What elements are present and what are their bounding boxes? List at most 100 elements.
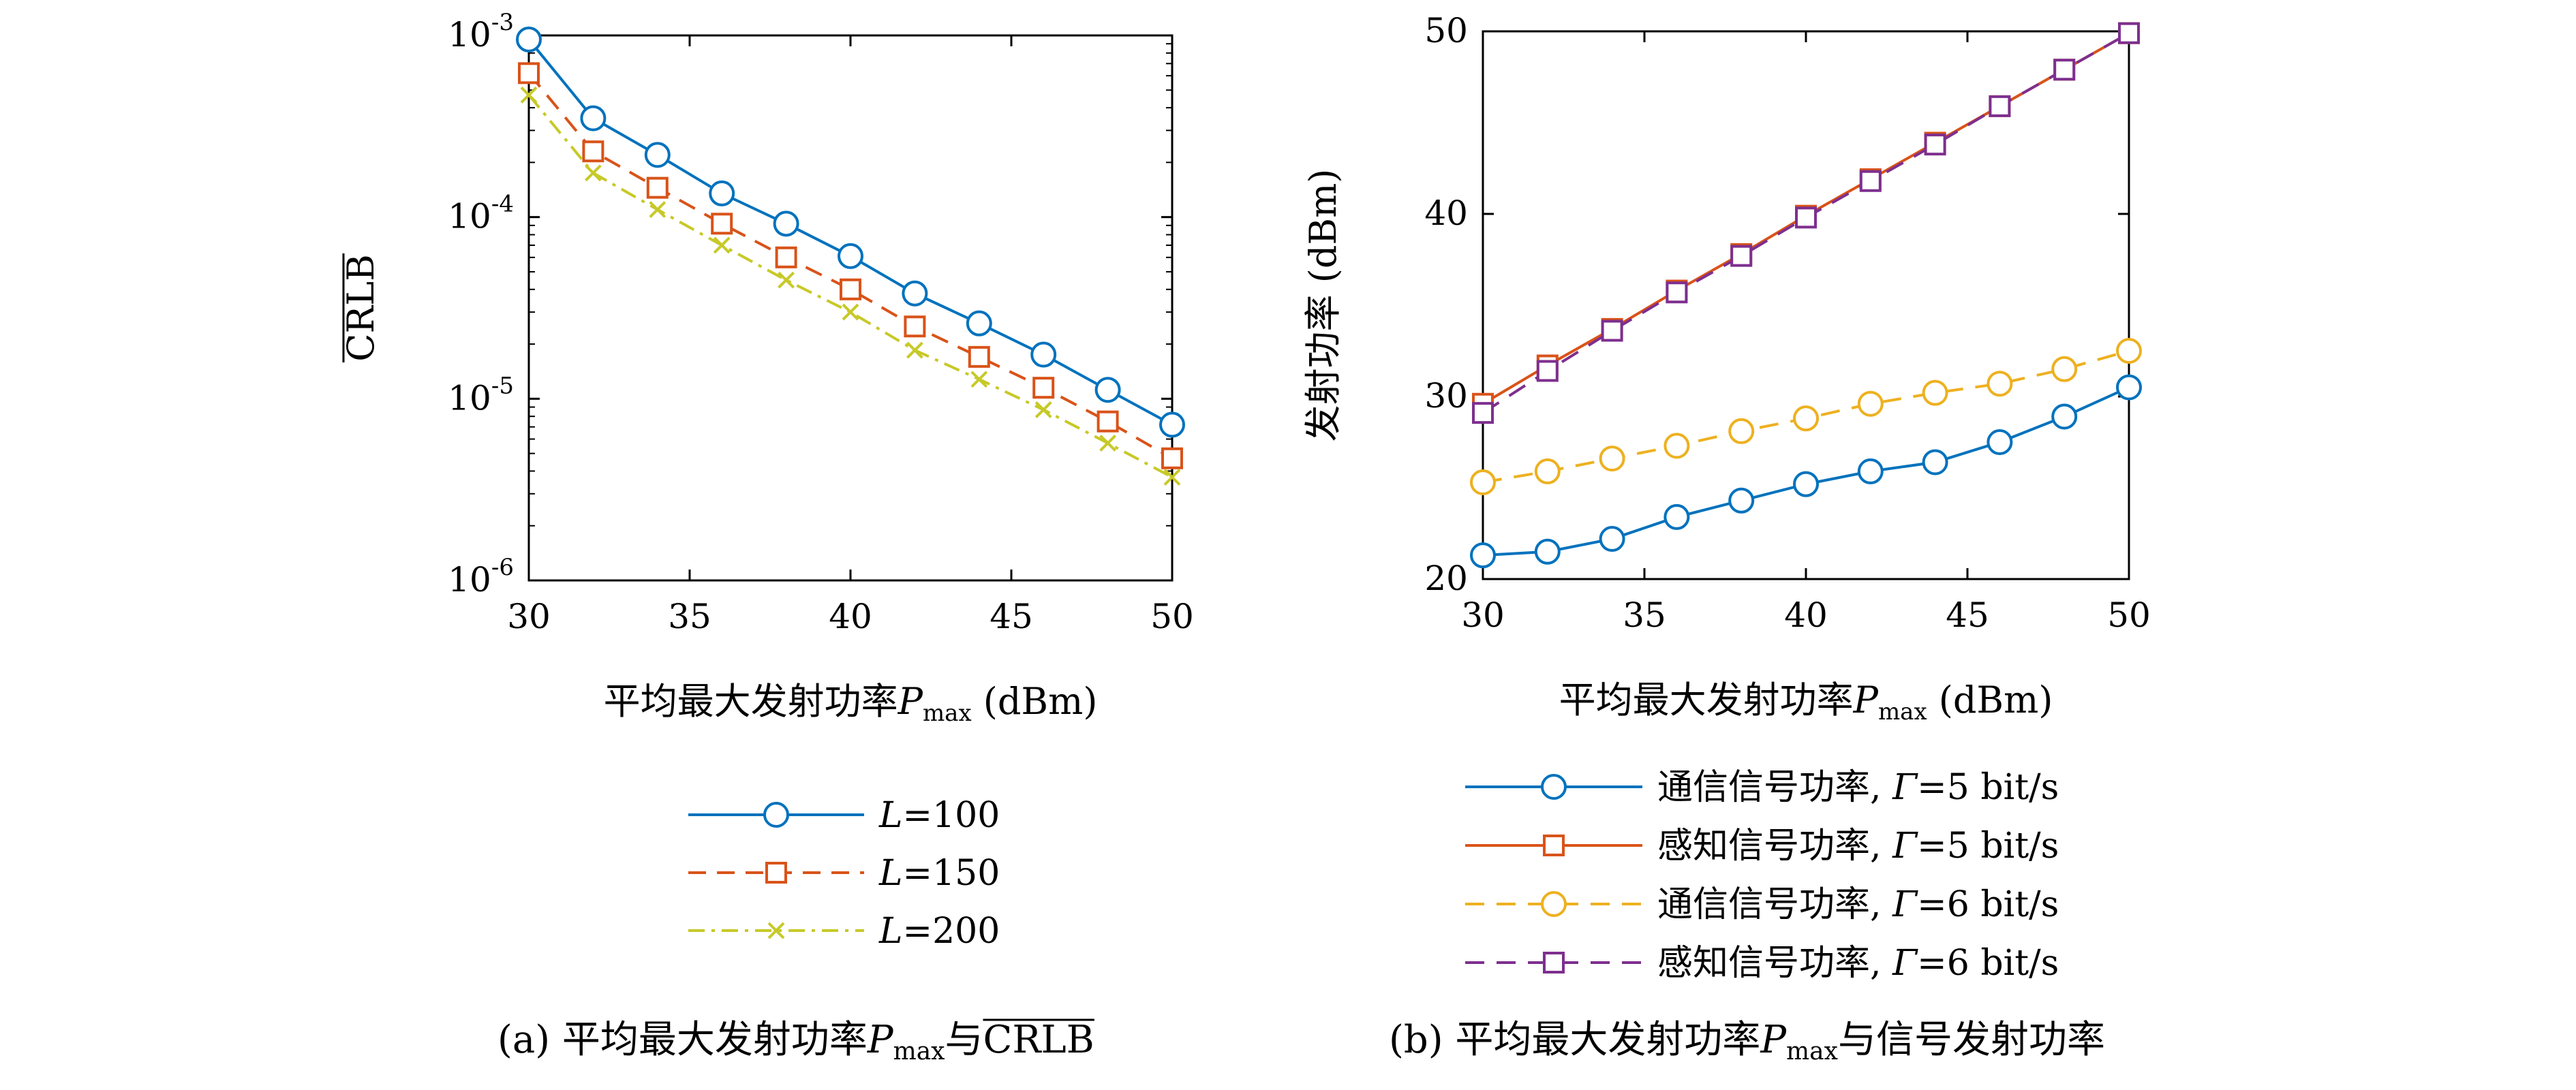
data-point — [1030, 341, 1057, 368]
data-point — [773, 211, 799, 237]
data-point — [842, 303, 859, 321]
legend-rest: =150 — [903, 853, 1000, 894]
x-tick-label: 50 — [2107, 595, 2151, 635]
series-2 — [1470, 338, 2142, 495]
data-point — [1857, 458, 1884, 484]
data-point — [1099, 435, 1117, 452]
caption-sub: max — [1786, 1038, 1838, 1065]
data-point — [1859, 170, 1882, 192]
tick-base: 10 — [448, 560, 491, 600]
data-point — [1793, 405, 1819, 432]
x-tick-label: 40 — [1784, 595, 1828, 635]
legend-rest: =100 — [903, 795, 1000, 836]
data-point — [1159, 411, 1185, 438]
legend-label: 通信信号功率, Γ=5 bit/s — [1657, 767, 2059, 808]
data-point — [646, 176, 669, 199]
caption-text: 平均最大发射功率 — [562, 1018, 868, 1062]
data-point — [520, 87, 538, 104]
y-tick-label: 20 — [1424, 559, 1468, 598]
legend-marker — [765, 862, 787, 884]
series-1 — [518, 62, 1183, 469]
x-tick-label: 50 — [1150, 597, 1194, 636]
legend-marker — [1541, 774, 1567, 800]
data-point — [1987, 371, 2013, 397]
xlabel-text: 平均最大发射功率 — [1559, 679, 1854, 721]
data-point — [904, 315, 926, 338]
data-point — [1987, 429, 2013, 455]
data-point — [2118, 22, 2140, 44]
data-point — [1034, 401, 1052, 418]
xlabel-unit: (dBm) — [972, 680, 1098, 723]
data-point — [2051, 356, 2078, 382]
legend-label: L=200 — [878, 911, 1000, 952]
data-point — [902, 280, 928, 307]
x-tick-label: 35 — [668, 597, 711, 636]
data-point — [2116, 374, 2142, 401]
data-point — [1795, 206, 1817, 229]
data-point — [906, 341, 923, 359]
y-tick-label: 50 — [1424, 11, 1468, 50]
data-point — [2051, 403, 2078, 430]
tick-exponent: -3 — [491, 9, 514, 36]
series-0 — [516, 26, 1185, 438]
data-point — [516, 26, 542, 52]
data-point — [713, 236, 731, 254]
data-point — [1793, 471, 1819, 497]
legend-text: 感知信号功率, — [1657, 826, 1892, 867]
xlabel-sub: max — [1878, 698, 1927, 726]
data-point — [1094, 377, 1121, 403]
caption-var: P — [867, 1018, 894, 1062]
data-point — [1097, 410, 1119, 433]
data-point — [1989, 95, 2011, 117]
x-tick-label: 35 — [1623, 595, 1666, 635]
data-point — [2116, 338, 2142, 364]
data-point — [1666, 281, 1688, 304]
data-point — [1730, 245, 1753, 267]
xlabel-var: P — [898, 680, 924, 723]
data-point — [1163, 469, 1181, 486]
legend-marker — [1543, 835, 1565, 856]
legend-marker — [1541, 891, 1567, 917]
y-axis-label: 发射功率 (dBm) — [1302, 169, 1345, 442]
legend-text: 通信信号功率, — [1657, 767, 1892, 808]
data-point — [1663, 433, 1690, 459]
tick-exponent: -6 — [491, 554, 514, 581]
data-point — [709, 180, 735, 206]
y-tick-label: 10-6 — [448, 554, 514, 600]
caption: (b) 平均最大发射功率Pmax与信号发射功率 — [1389, 1018, 2105, 1065]
y-tick-label: 10-3 — [448, 9, 514, 54]
legend-var: Γ — [1892, 884, 1918, 925]
data-point — [1032, 377, 1055, 399]
data-point — [2053, 59, 2076, 81]
data-point — [1599, 526, 1625, 552]
data-point — [1534, 458, 1561, 484]
data-point — [1922, 379, 1948, 406]
data-point — [1470, 542, 1496, 569]
x-axis-label: 平均最大发射功率Pmax (dBm) — [604, 680, 1098, 727]
tick-base: 10 — [448, 378, 491, 418]
y-tick-label: 40 — [1424, 193, 1468, 233]
x-tick-label: 45 — [1946, 595, 1989, 635]
caption-mid: 与信号发射功率 — [1838, 1018, 2105, 1062]
data-point — [1472, 402, 1494, 424]
xlabel-unit: (dBm) — [1927, 679, 2053, 721]
chart-a: 30 35 40 45 5010-310-410-510-6CRLB平均最大发射功率Pm… — [339, 9, 1194, 1065]
y-tick-label: 10-4 — [448, 191, 514, 236]
legend-label: L=100 — [878, 795, 1000, 836]
legend-rest: =6 bit/s — [1917, 884, 2059, 925]
series-3 — [1472, 22, 2140, 424]
data-point — [1728, 487, 1755, 514]
y-tick-label: 10-5 — [448, 372, 514, 418]
data-point — [1601, 320, 1623, 342]
data-point — [778, 271, 795, 289]
legend-label: 感知信号功率, Γ=6 bit/s — [1657, 943, 2059, 984]
data-point — [584, 164, 602, 182]
caption-tag: (a) — [497, 1018, 562, 1062]
legend-label: 通信信号功率, Γ=6 bit/s — [1657, 884, 2059, 925]
legend-rest: =200 — [903, 911, 1000, 952]
legend-var: Γ — [1892, 767, 1918, 808]
tick-exponent: -5 — [491, 372, 514, 399]
data-point — [1470, 469, 1496, 495]
